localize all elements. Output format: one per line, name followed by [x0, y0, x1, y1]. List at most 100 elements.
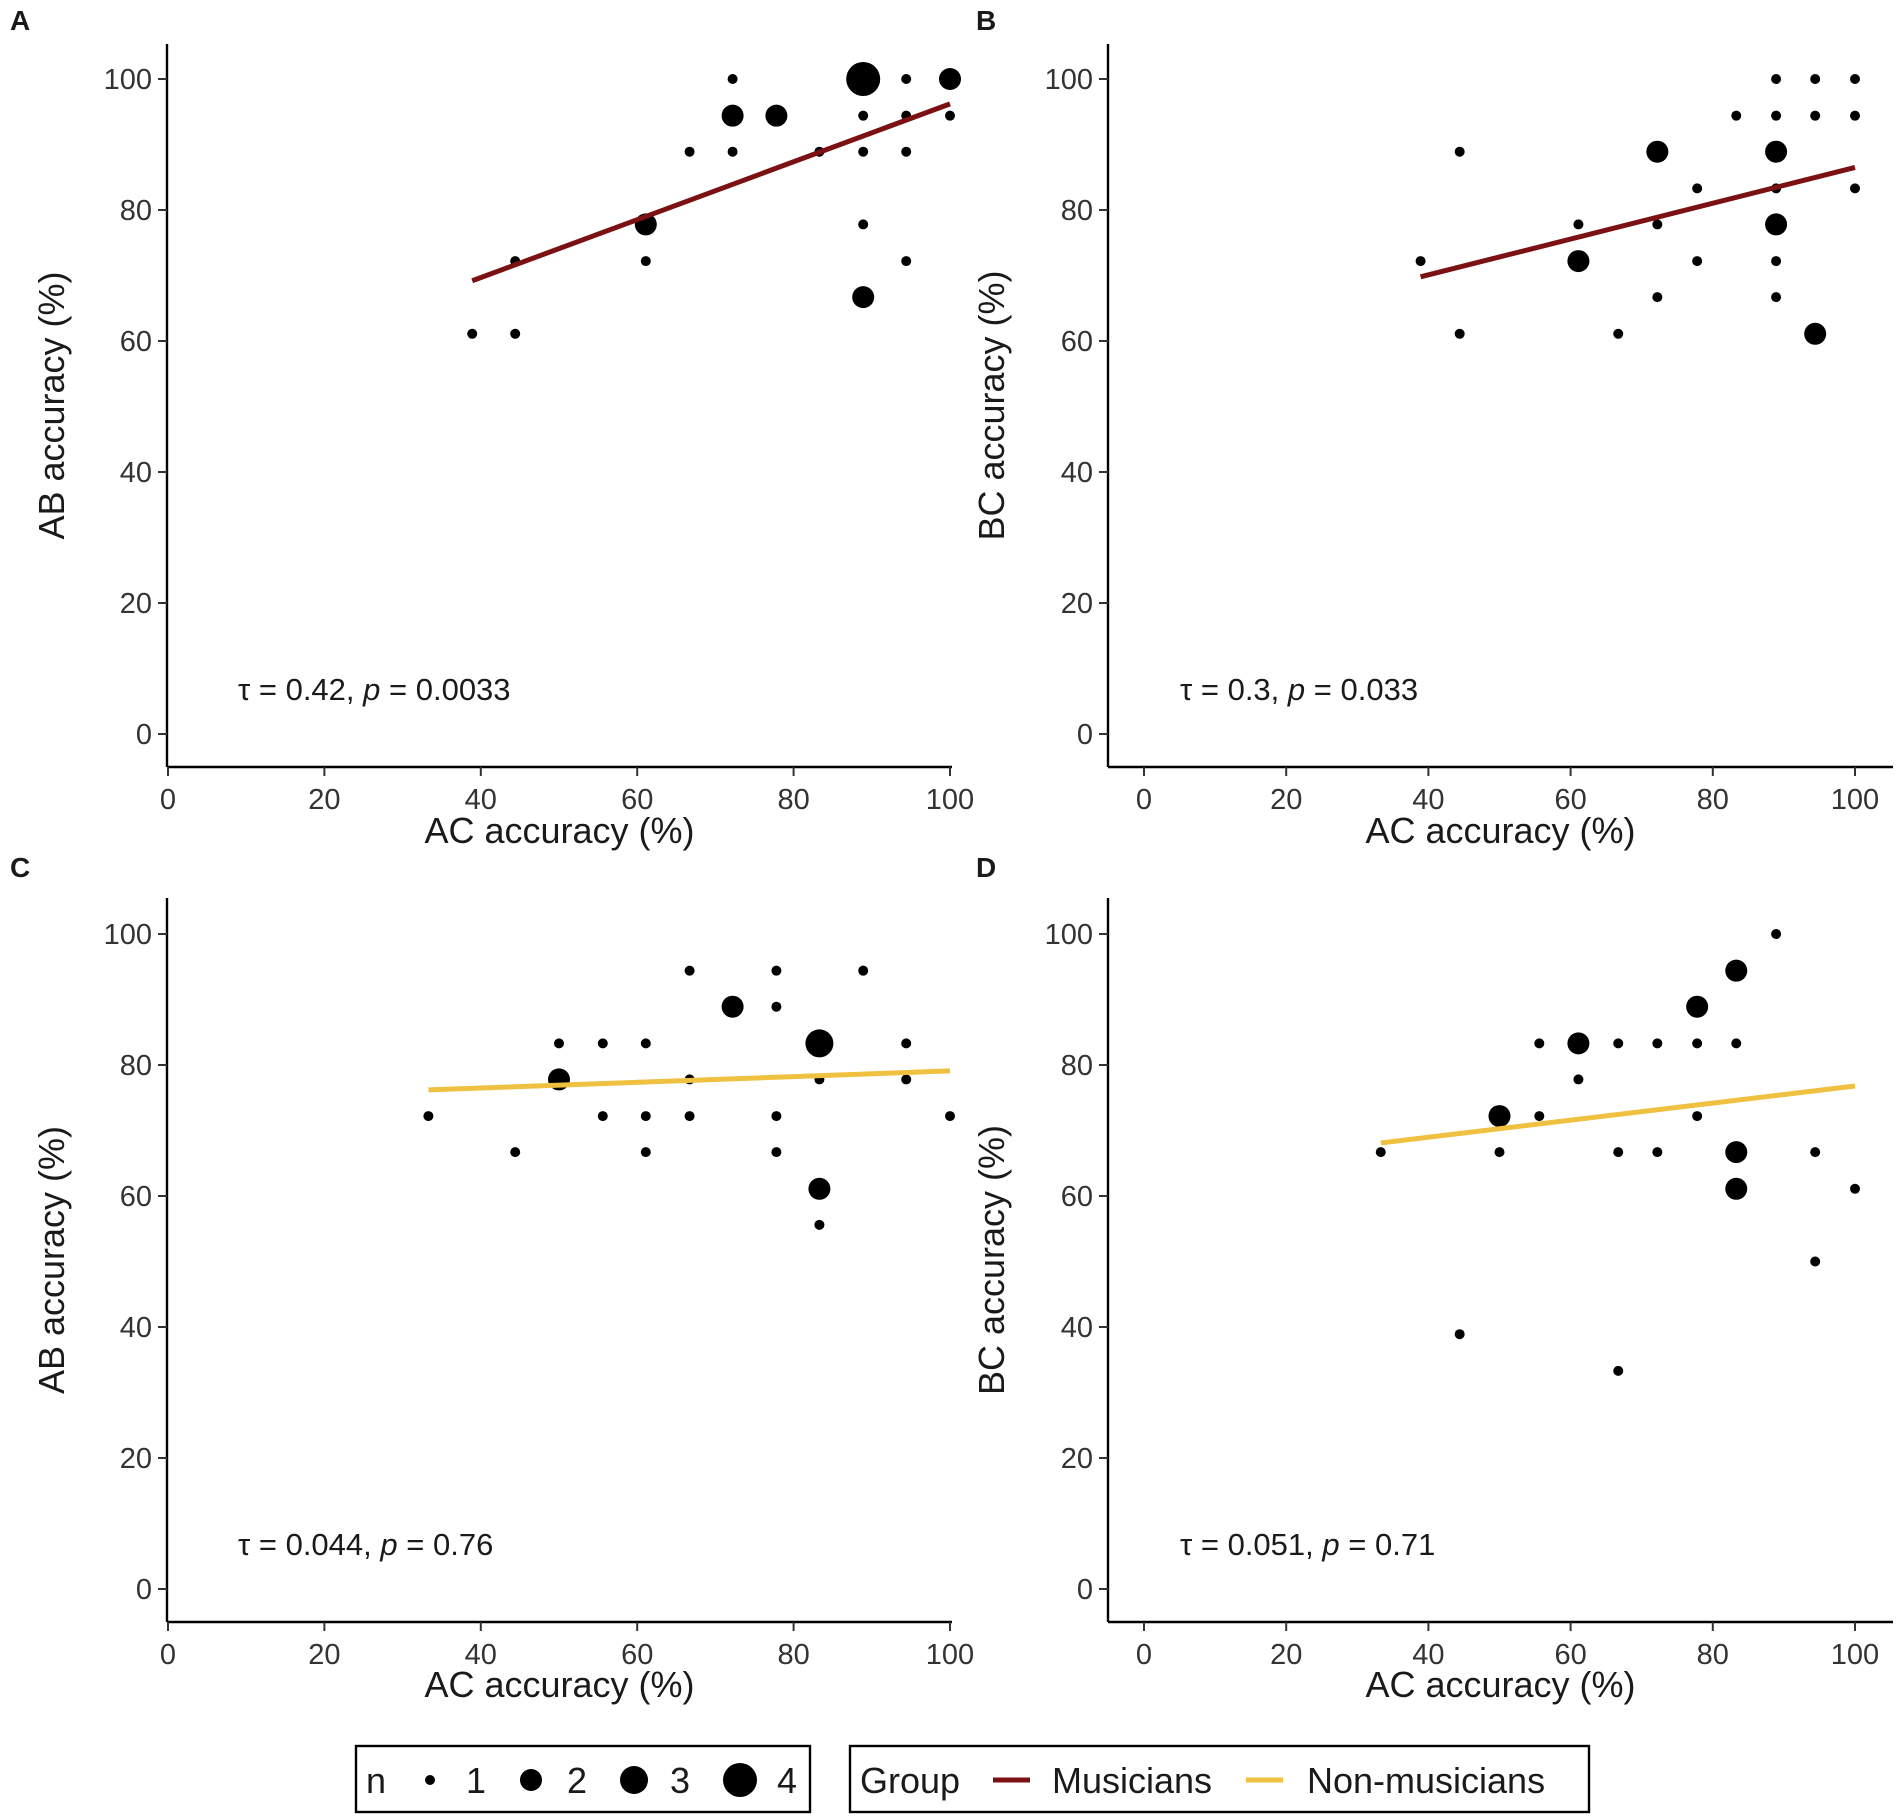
data-point	[901, 1074, 912, 1085]
panel-letter: B	[976, 5, 996, 36]
x-tick-label: 60	[1554, 784, 1586, 816]
y-tick-label: 60	[120, 326, 152, 358]
x-tick-label: 0	[160, 1639, 176, 1671]
data-point	[1567, 250, 1590, 273]
y-tick-label: 60	[1061, 326, 1093, 358]
tau-text: τ = 0.3,	[1180, 672, 1288, 707]
data-point	[1494, 1147, 1505, 1158]
correlation-annotation: τ = 0.3, p = 0.033	[1180, 672, 1418, 707]
x-axis-title: AC accuracy (%)	[1365, 810, 1635, 851]
data-point	[684, 1111, 695, 1122]
data-point	[1567, 1032, 1590, 1055]
x-axis-title: AC accuracy (%)	[1365, 1664, 1635, 1705]
y-tick-label: 60	[120, 1181, 152, 1213]
x-axis-title: AC accuracy (%)	[424, 810, 694, 851]
data-point	[1725, 1141, 1748, 1164]
data-point	[852, 286, 875, 309]
legend-size-label: 1	[466, 1760, 486, 1801]
data-point	[814, 1219, 825, 1230]
tau-text: τ = 0.044,	[238, 1527, 380, 1562]
data-point	[727, 146, 738, 157]
panel-c: C 0 20 40 60 80 100 0 20 40 60 80 100 AC accuracy (%)…	[10, 852, 974, 1705]
y-axis-title: AB accuracy (%)	[31, 271, 72, 539]
legend-size-label: 3	[670, 1760, 690, 1801]
regression-line	[1419, 165, 1856, 280]
data-points	[467, 62, 961, 339]
p-symbol: p	[362, 672, 380, 707]
y-tick-label: 100	[1045, 64, 1093, 96]
correlation-annotation: τ = 0.051, p = 0.71	[1180, 1527, 1435, 1562]
data-point	[1375, 1147, 1386, 1158]
data-point	[467, 328, 478, 339]
x-tick-label: 100	[926, 1639, 974, 1671]
regression-line	[471, 101, 951, 284]
data-point	[1488, 1105, 1511, 1128]
data-points	[423, 965, 955, 1230]
data-point	[1850, 74, 1860, 84]
data-point	[1454, 146, 1465, 157]
data-point	[901, 74, 912, 84]
data-point	[1692, 256, 1703, 267]
correlation-annotation: τ = 0.42, p = 0.0033	[238, 672, 511, 707]
y-tick-label: 100	[104, 919, 152, 951]
x-tick-label: 100	[1831, 1639, 1879, 1671]
data-point	[1686, 995, 1709, 1018]
data-point	[1771, 110, 1782, 121]
panel-a: A 0 20 40 60 80 100 0 20 40 60 80 100 AC accuracy (%)…	[10, 5, 974, 851]
data-point	[597, 1038, 608, 1049]
data-point	[1613, 1147, 1624, 1158]
panel-b: B 0 20 40 60 80 100 0 20 40 60 80 100 AC accuracy (%)…	[971, 5, 1893, 851]
x-tick-label: 80	[1697, 784, 1729, 816]
legend-group-label: Musicians	[1052, 1760, 1212, 1801]
data-point	[1613, 1365, 1624, 1376]
x-tick-label: 80	[777, 784, 809, 816]
y-tick-label: 80	[1061, 195, 1093, 227]
data-point	[1613, 328, 1624, 339]
data-point	[1646, 140, 1669, 163]
data-point	[1731, 110, 1742, 121]
data-point	[1850, 183, 1860, 194]
p-value-text: = 0.71	[1340, 1527, 1436, 1562]
data-point	[1771, 256, 1782, 267]
data-point	[1534, 1038, 1545, 1049]
data-point	[1771, 929, 1782, 939]
data-point	[1804, 322, 1827, 345]
legend-group-title: Group	[860, 1760, 960, 1801]
data-point	[771, 1001, 782, 1012]
legend-group-box	[848, 1744, 1591, 1814]
data-points	[1375, 929, 1860, 1376]
legend-size-marker	[520, 1769, 542, 1791]
data-point	[1652, 1038, 1663, 1049]
p-value-text: = 0.033	[1305, 672, 1418, 707]
y-tick-label: 0	[136, 1574, 152, 1606]
data-point	[771, 965, 782, 976]
y-axis-title: BC accuracy (%)	[971, 1125, 1012, 1395]
tau-text: τ = 0.051,	[1180, 1527, 1322, 1562]
data-point	[727, 74, 738, 84]
y-tick-label: 20	[1061, 588, 1093, 620]
x-tick-label: 60	[621, 784, 653, 816]
y-axis-title: BC accuracy (%)	[971, 270, 1012, 540]
x-tick-label: 100	[926, 784, 974, 816]
x-tick-label: 40	[465, 1639, 497, 1671]
p-symbol: p	[379, 1527, 397, 1562]
data-point	[684, 146, 695, 157]
data-point	[1415, 256, 1426, 267]
legend-size-label: 2	[567, 1760, 587, 1801]
data-point	[1725, 1177, 1748, 1200]
data-point	[640, 1038, 651, 1049]
data-point	[721, 104, 744, 127]
data-point	[721, 995, 744, 1018]
x-tick-label: 20	[1270, 784, 1302, 816]
data-point	[1652, 219, 1663, 230]
p-symbol: p	[1321, 1527, 1339, 1562]
regression-line	[1380, 1083, 1856, 1146]
data-point	[1771, 74, 1782, 84]
data-point	[554, 1038, 564, 1049]
x-tick-label: 100	[1831, 784, 1879, 816]
x-tick-label: 40	[465, 784, 497, 816]
data-point	[1573, 219, 1584, 230]
p-value-text: = 0.76	[398, 1527, 494, 1562]
y-tick-label: 40	[1061, 1312, 1093, 1344]
